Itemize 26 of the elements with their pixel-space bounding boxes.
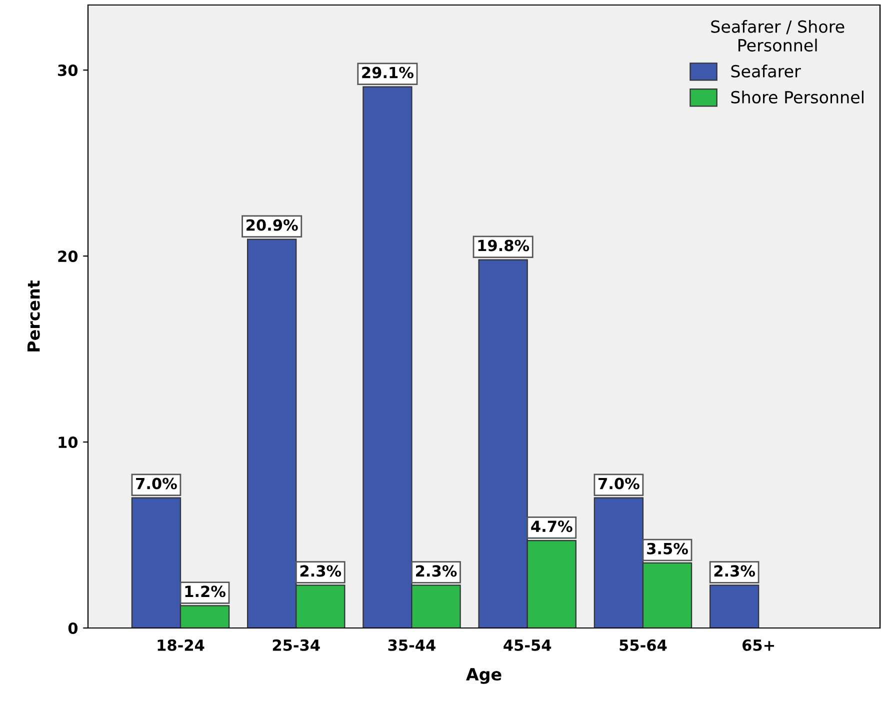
x-tick-label: 45-54 [504, 640, 552, 651]
data-label: 20.9% [246, 219, 298, 231]
data-label: 1.2% [185, 586, 226, 598]
x-tick-label: 35-44 [388, 639, 436, 651]
x-tick-label: 55-64 [620, 639, 667, 651]
y-tick-label: 30 [58, 64, 78, 76]
x-axis-title: Age [466, 668, 502, 684]
data-label: 4.7% [531, 520, 572, 532]
data-label: 2.3% [714, 565, 756, 577]
y-tick-label: 10 [58, 436, 78, 448]
x-tick-label: 18-24 [158, 639, 204, 651]
data-label: 19.8% [478, 240, 530, 252]
x-tick-label: 65+ [742, 639, 774, 651]
y-tick-label: 0 [68, 622, 78, 634]
y-tick-label: 20 [58, 250, 78, 262]
x-tick-label: 25-34 [272, 639, 320, 651]
data-label: 7.0% [598, 478, 640, 490]
data-label: 7.0% [136, 478, 177, 490]
data-label: 2.3% [416, 565, 457, 577]
data-label: 3.5% [647, 542, 688, 554]
data-label: 2.3% [300, 565, 342, 577]
legend-title: Seafarer / Shore Personnel [711, 20, 844, 52]
legend-label: Seafarer [731, 64, 801, 78]
y-axis-title: Percent [28, 280, 40, 352]
legend-label: Shore Personnel [731, 90, 864, 104]
data-label: 29.1% [362, 66, 414, 78]
